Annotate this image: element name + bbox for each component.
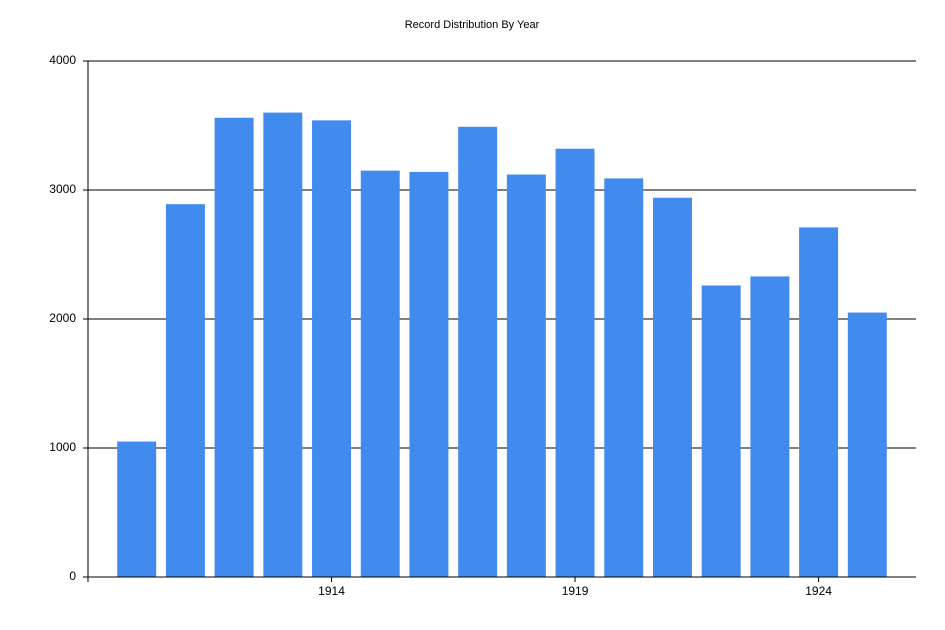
- bar: [409, 171, 449, 577]
- bar: [847, 312, 887, 577]
- bar: [165, 204, 205, 577]
- bar: [312, 120, 352, 577]
- x-tick-label: 1914: [318, 584, 345, 598]
- bar: [458, 126, 498, 577]
- y-tick-label: 2000: [49, 311, 76, 325]
- y-tick-label: 4000: [49, 53, 76, 67]
- bar: [750, 276, 790, 577]
- x-tick-label: 1919: [562, 584, 589, 598]
- y-tick-label: 3000: [49, 182, 76, 196]
- bar: [799, 227, 839, 577]
- bar: [555, 148, 595, 577]
- bar: [604, 178, 644, 577]
- bar: [701, 285, 741, 577]
- y-tick-label: 0: [69, 569, 76, 583]
- bar: [117, 441, 157, 577]
- bar: [214, 117, 254, 577]
- bar: [263, 112, 303, 577]
- bar: [506, 174, 546, 577]
- bar: [360, 170, 400, 577]
- bar: [652, 197, 692, 578]
- x-tick-label: 1924: [805, 584, 832, 598]
- chart-title: Record Distribution By Year: [405, 19, 540, 31]
- y-tick-label: 1000: [49, 440, 76, 454]
